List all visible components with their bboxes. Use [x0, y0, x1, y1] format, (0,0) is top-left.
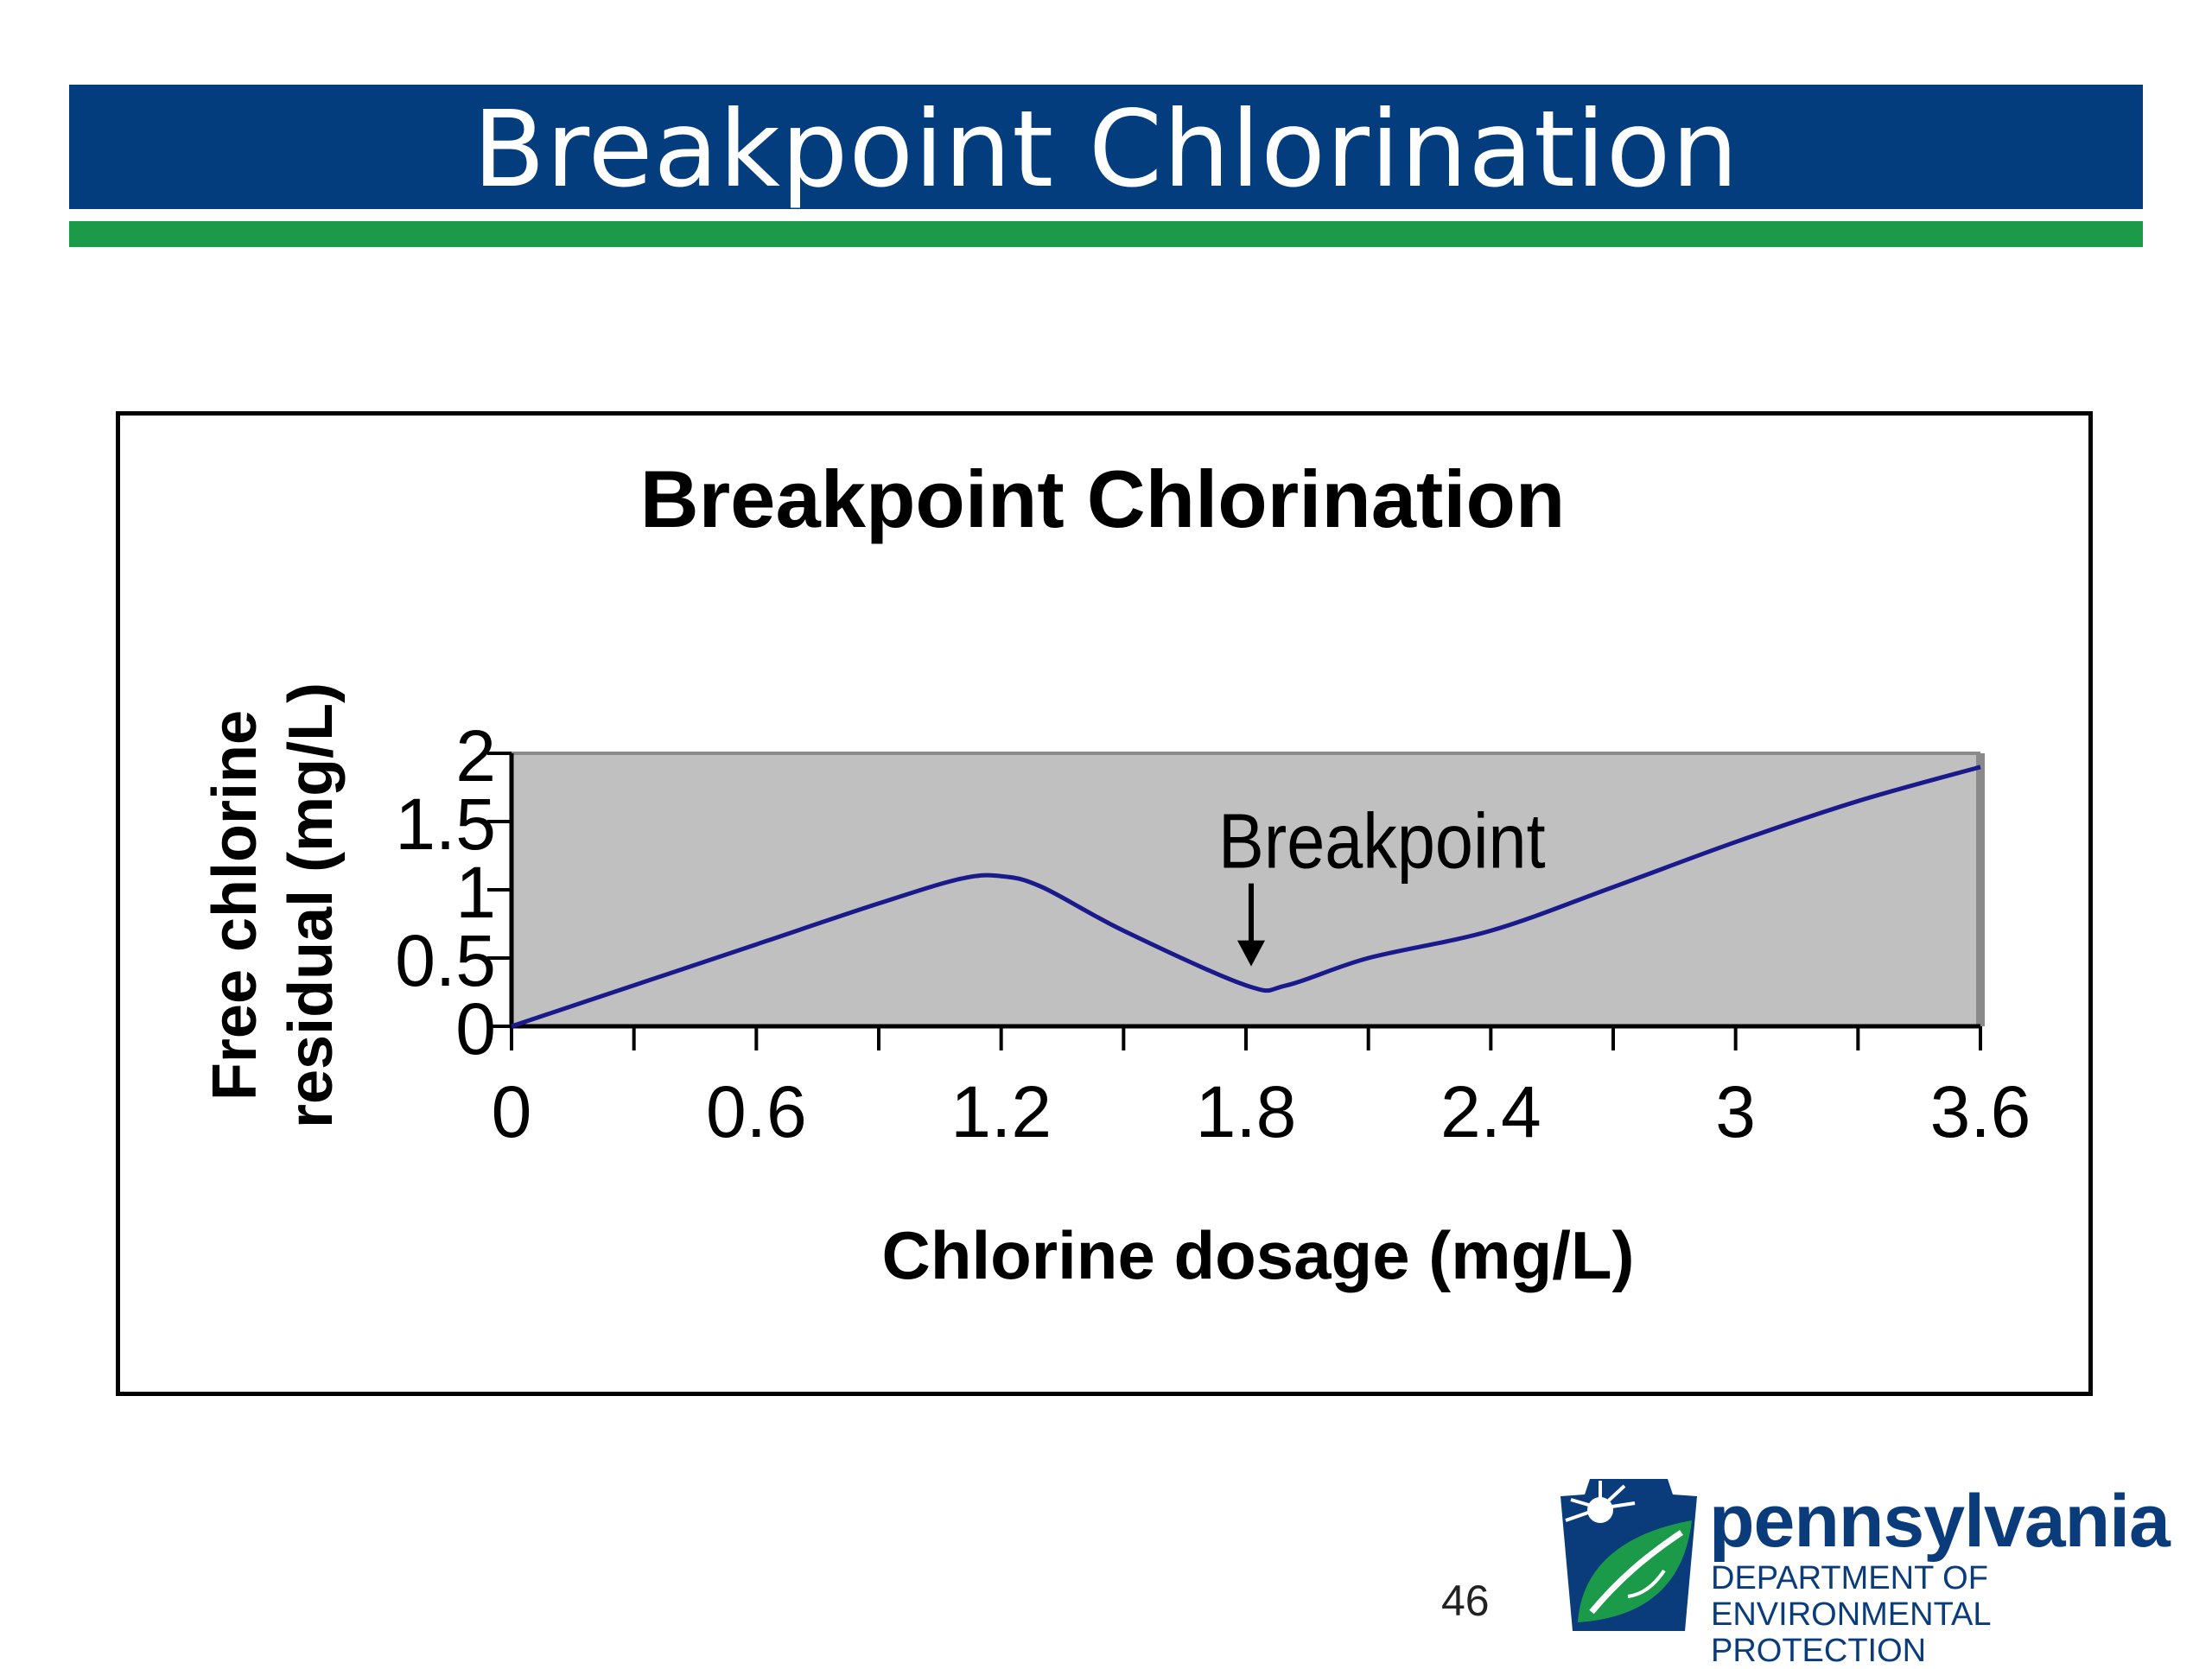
x-tick-label: 1.8: [1196, 1071, 1297, 1152]
banner-arrow-icon: [0, 126, 45, 168]
keystone-leaf-icon: [1560, 1479, 1697, 1631]
annotation-arrow-head: [1237, 940, 1265, 967]
x-axis-label: Chlorine dosage (mg/L): [881, 1217, 1634, 1293]
y-tick-label: 2: [455, 715, 496, 796]
x-tick-label: 2.4: [1440, 1071, 1541, 1152]
plot-area: [512, 753, 1980, 1026]
chart-title: Breakpoint Chlorination: [640, 454, 1566, 544]
logo-wordmark: pennsylvania: [1709, 1480, 2171, 1563]
x-tick-label: 3.6: [1930, 1071, 2031, 1152]
x-tick-label: 1.2: [950, 1071, 1052, 1152]
y-tick-label: 1.5: [395, 784, 496, 865]
y-tick-label: 1: [455, 852, 496, 933]
logo-department-line1: DEPARTMENT OF ENVIRONMENTAL: [1711, 1560, 1992, 1633]
x-tick-label: 3: [1715, 1071, 1756, 1152]
title-banner: [69, 85, 2143, 209]
x-tick-label: 0: [492, 1071, 532, 1152]
banner-rule: [69, 221, 2143, 247]
series-line-0: [511, 765, 1981, 1029]
y-axis-label-line2: residual (mg/L): [276, 682, 346, 1128]
y-tick-label: 0: [455, 988, 496, 1069]
logo-department-line2: PROTECTION: [1711, 1633, 1927, 1669]
y-tick-label: 0.5: [395, 920, 496, 1001]
y-axis-label-line1: Free chlorine: [200, 710, 270, 1101]
logo-department: DEPARTMENT OF ENVIRONMENTAL PROTECTION: [1711, 1560, 2212, 1669]
x-tick-label: 0.6: [706, 1071, 807, 1152]
annotation-label: Breakpoint: [1218, 797, 1546, 885]
page-number: 46: [1441, 1577, 1490, 1625]
slide-title: Breakpoint Chlorination: [473, 88, 1739, 211]
